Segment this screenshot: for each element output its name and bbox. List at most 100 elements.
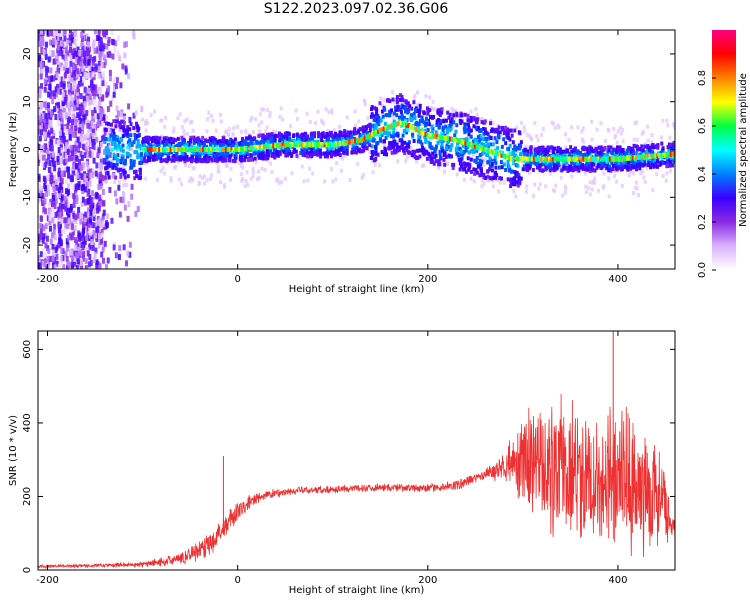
faint-cell xyxy=(533,182,537,187)
ridge-cell xyxy=(261,134,265,139)
ridge-cell xyxy=(428,144,432,149)
faint-cell xyxy=(339,155,343,160)
noise-cell xyxy=(85,92,89,99)
ridge-cell xyxy=(111,137,115,142)
faint-cell xyxy=(219,119,223,124)
ridge-cell xyxy=(467,150,471,155)
ridge-cell xyxy=(598,151,602,156)
ridge-core xyxy=(325,142,329,148)
noise-cell xyxy=(80,35,84,42)
ridge-cell xyxy=(435,120,439,125)
ridge-cell xyxy=(213,140,217,145)
ridge-cell xyxy=(472,149,476,154)
ridge-cell xyxy=(629,149,633,154)
ridge-cell xyxy=(400,139,404,144)
noise-cell xyxy=(38,54,42,61)
ridge-cell xyxy=(508,167,512,172)
ridge-cell xyxy=(214,158,218,163)
ridge-cell xyxy=(122,172,126,177)
faint-cell xyxy=(206,117,210,122)
noise-cell xyxy=(47,56,51,63)
ridge-cell xyxy=(246,142,250,147)
noise-cell xyxy=(59,119,63,126)
ridge-cell xyxy=(262,154,266,159)
ridge-cell xyxy=(119,167,123,172)
ridge-cell xyxy=(330,146,334,151)
ridge-cell xyxy=(333,150,337,155)
noise-cell xyxy=(48,39,52,46)
noise-cell xyxy=(70,150,74,157)
noise-cell xyxy=(124,68,128,75)
noise-cell xyxy=(71,253,75,260)
noise-cell xyxy=(91,245,95,252)
noise-cell xyxy=(48,218,52,225)
noise-cell xyxy=(48,225,52,232)
faint-cell xyxy=(634,180,638,185)
ridge-cell xyxy=(302,136,306,141)
faint-cell xyxy=(324,107,328,112)
noise-cell xyxy=(79,260,83,267)
ridge-cell xyxy=(178,155,182,160)
ridge-cell xyxy=(231,143,235,148)
noise-cell xyxy=(65,245,69,252)
faint-cell xyxy=(621,127,625,132)
noise-cell xyxy=(71,114,75,121)
ridge-cell xyxy=(330,154,334,159)
faint-cell xyxy=(268,110,272,115)
noise-cell xyxy=(74,214,78,221)
ridge-core xyxy=(234,147,238,152)
faint-cell xyxy=(224,163,228,168)
noise-cell xyxy=(101,246,105,253)
ridge-cell xyxy=(403,140,407,145)
noise-cell xyxy=(81,76,85,83)
noise-cell xyxy=(59,36,63,43)
ridge-cell xyxy=(142,158,146,163)
ridge-cell xyxy=(495,139,499,144)
ridge-cell xyxy=(135,125,139,130)
ridge-cell xyxy=(118,123,122,128)
faint-cell xyxy=(588,192,592,197)
faint-cell xyxy=(257,123,261,128)
ridge-cell xyxy=(104,166,108,171)
ridge-cell xyxy=(216,139,220,144)
ridge-cell xyxy=(299,133,303,138)
ridge-cell xyxy=(194,137,198,142)
faint-cell xyxy=(164,115,168,120)
ridge-cell xyxy=(448,112,452,117)
ridge-cell xyxy=(195,157,199,162)
ridge-core xyxy=(452,137,456,143)
ridge-cell xyxy=(310,147,314,152)
noise-cell xyxy=(85,95,89,102)
ridge-cell xyxy=(285,131,289,136)
ridge-core xyxy=(314,146,317,150)
ridge-cell xyxy=(621,147,625,152)
ridge-cell xyxy=(540,162,544,167)
ridge-cell xyxy=(333,152,337,157)
ridge-core xyxy=(192,147,196,152)
ridge-core xyxy=(213,148,216,152)
noise-cell xyxy=(41,192,45,199)
ridge-core xyxy=(194,145,197,149)
faint-cell xyxy=(155,177,159,182)
ridge-cell xyxy=(447,153,451,158)
noise-cell xyxy=(81,44,85,51)
faint-cell xyxy=(500,131,504,136)
ridge-cell xyxy=(481,136,485,141)
noise-cell xyxy=(73,196,77,203)
noise-cell xyxy=(51,38,55,45)
noise-cell xyxy=(77,103,81,110)
ridge-core xyxy=(489,148,493,154)
ridge-cell xyxy=(211,141,215,146)
ridge-cell xyxy=(157,136,161,141)
faint-cell xyxy=(177,160,181,165)
ridge-cell xyxy=(500,144,504,149)
ridge-cell xyxy=(352,149,356,154)
noise-cell xyxy=(74,35,78,42)
ridge-cell xyxy=(609,145,613,150)
ridge-cell xyxy=(138,143,142,148)
noise-cell xyxy=(103,129,107,136)
faint-cell xyxy=(396,159,400,164)
noise-cell xyxy=(55,184,59,191)
ridge-cell xyxy=(571,168,575,173)
noise-cell xyxy=(122,191,126,198)
